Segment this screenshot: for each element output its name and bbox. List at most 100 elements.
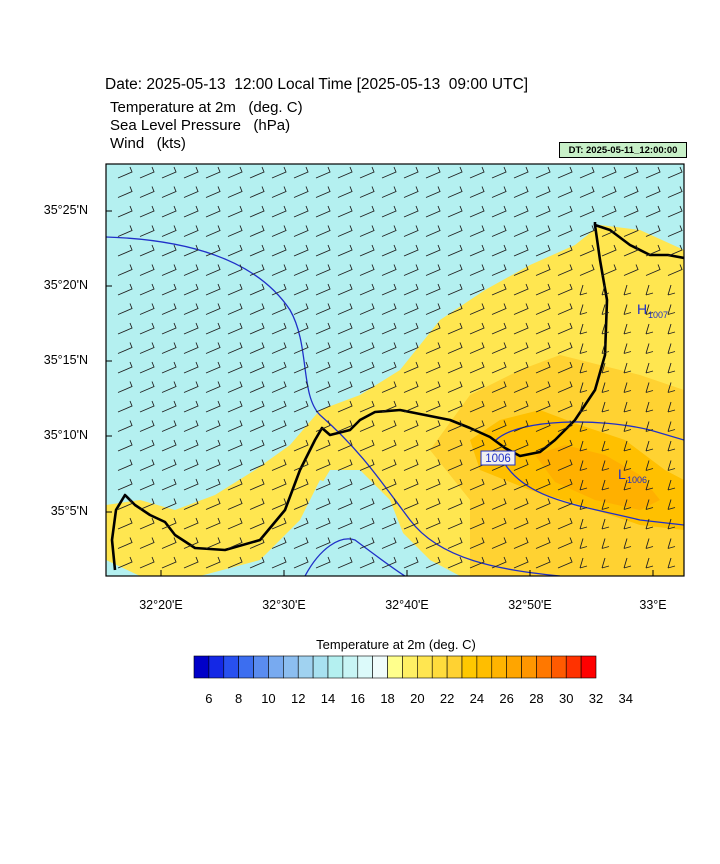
wind-barb bbox=[513, 556, 529, 569]
lat-label: 35°20'N bbox=[43, 278, 88, 292]
wind-barb bbox=[293, 400, 309, 413]
wind-barb bbox=[403, 244, 419, 257]
wind-barb bbox=[337, 361, 353, 374]
lat-label: 35°15'N bbox=[43, 353, 88, 367]
wind-barb bbox=[139, 244, 155, 257]
wind-barb bbox=[205, 166, 221, 179]
lon-label: 32°40'E bbox=[385, 598, 429, 612]
wind-barb bbox=[117, 400, 133, 413]
colorbar-swatch bbox=[387, 655, 403, 679]
wind-barb bbox=[117, 225, 133, 237]
colorbar-title: Temperature at 2m (deg. C) bbox=[316, 637, 476, 652]
wind-barb bbox=[425, 381, 441, 393]
wind-barb bbox=[161, 283, 177, 296]
wind-barb bbox=[359, 537, 375, 549]
wind-barb bbox=[535, 322, 551, 335]
wind-barb bbox=[315, 517, 331, 530]
wind-barb bbox=[535, 381, 551, 393]
wind-barb bbox=[183, 537, 199, 549]
wind-barb bbox=[513, 420, 529, 432]
wind-barb bbox=[513, 225, 529, 237]
wind-barb bbox=[117, 361, 133, 374]
wind-barb bbox=[491, 381, 507, 393]
wind-barb bbox=[535, 205, 551, 218]
wind-barb bbox=[491, 186, 507, 198]
wind-barb bbox=[513, 186, 529, 198]
wind-barb bbox=[249, 556, 265, 569]
wind-barb bbox=[623, 499, 632, 510]
wind-barb bbox=[359, 498, 375, 510]
isobar-1006-east-south bbox=[499, 454, 684, 526]
wind-barb bbox=[513, 342, 529, 354]
wind-barb bbox=[579, 264, 595, 276]
wind-barb bbox=[667, 538, 676, 549]
wind-barb bbox=[667, 244, 683, 257]
wind-barb bbox=[249, 498, 265, 510]
wind-barb bbox=[227, 283, 243, 296]
wind-barb bbox=[645, 382, 654, 393]
wind-barb bbox=[645, 343, 654, 354]
wind-barb bbox=[557, 537, 573, 549]
wind-barb bbox=[579, 166, 595, 179]
wind-barb bbox=[249, 244, 265, 257]
wind-barb bbox=[117, 439, 133, 452]
wind-barb bbox=[293, 478, 309, 491]
wind-barb bbox=[491, 264, 507, 276]
colorbar-swatch bbox=[342, 655, 359, 679]
wind-barb bbox=[557, 478, 573, 491]
wind-barb bbox=[183, 166, 199, 179]
contour-label: 1006 bbox=[485, 453, 511, 465]
wind-barb bbox=[667, 440, 676, 452]
wind-barb bbox=[601, 225, 617, 237]
wind-barb bbox=[359, 322, 375, 335]
wind-barb bbox=[271, 420, 287, 432]
date-title: Date: 2025-05-13 12:00 Local Time [2025-… bbox=[105, 76, 529, 93]
wind-barb bbox=[161, 244, 177, 257]
wind-barbs bbox=[117, 166, 683, 569]
wind-barb bbox=[491, 361, 507, 374]
wind-barb bbox=[381, 420, 397, 432]
wind-barb bbox=[623, 382, 632, 393]
wind-barb bbox=[601, 538, 610, 549]
wind-barb bbox=[491, 478, 507, 491]
wind-barb bbox=[645, 499, 654, 510]
wind-barb bbox=[271, 205, 287, 218]
wind-barb bbox=[513, 478, 529, 491]
wind-barb bbox=[601, 499, 610, 510]
wind-barb bbox=[447, 381, 463, 393]
colorbar-swatch bbox=[283, 655, 299, 679]
colorbar-swatch bbox=[506, 655, 522, 679]
wind-barb bbox=[315, 303, 331, 315]
wind-barb bbox=[491, 322, 507, 335]
wind-barb bbox=[139, 303, 155, 315]
wind-barb bbox=[491, 439, 507, 452]
wind-barb bbox=[227, 244, 243, 257]
wind-barb bbox=[557, 166, 573, 179]
colorbar-swatch bbox=[536, 655, 552, 679]
wind-barb bbox=[447, 303, 463, 315]
wind-barb bbox=[645, 460, 654, 471]
colorbar-swatch bbox=[491, 655, 507, 679]
wind-barb bbox=[271, 498, 287, 510]
wind-barb bbox=[535, 361, 551, 374]
wind-barb bbox=[601, 382, 610, 393]
wind-barb bbox=[403, 517, 419, 530]
wind-barb bbox=[359, 205, 375, 218]
colorbar-swatch bbox=[253, 655, 269, 679]
cool-inlet bbox=[310, 470, 420, 576]
wind-barb bbox=[293, 420, 309, 432]
wind-barb bbox=[249, 517, 265, 530]
wind-barb bbox=[271, 537, 287, 549]
wind-barb bbox=[469, 556, 485, 569]
wind-barb bbox=[117, 205, 133, 218]
wind-barb bbox=[557, 400, 573, 413]
wind-barb bbox=[161, 459, 177, 471]
wind-barb bbox=[249, 459, 265, 471]
wind-barb bbox=[139, 459, 155, 471]
low-pressure-symbol: L bbox=[618, 466, 626, 482]
wind-barb bbox=[359, 225, 375, 237]
wind-barb bbox=[469, 517, 485, 530]
wind-barb bbox=[535, 439, 551, 452]
wind-barb bbox=[491, 517, 507, 530]
wind-barb bbox=[271, 361, 287, 374]
